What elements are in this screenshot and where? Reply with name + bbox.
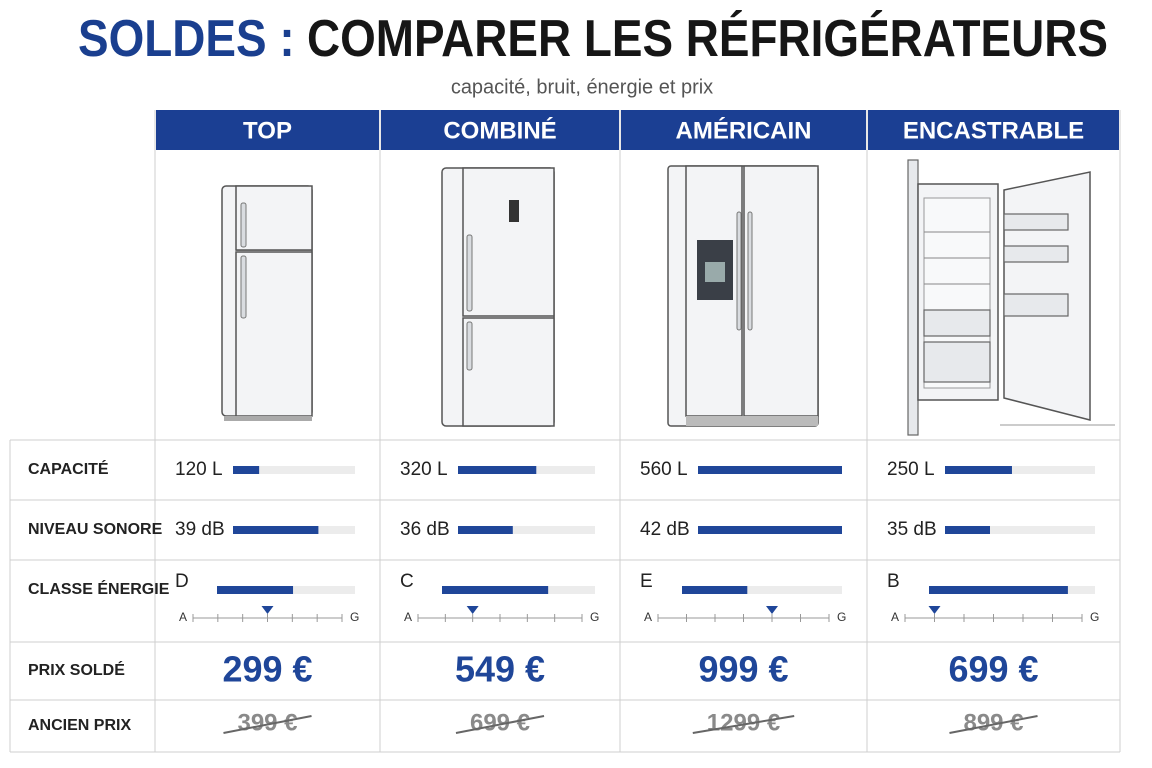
row-label: NIVEAU SONORE <box>28 521 163 538</box>
sale-price: 549 € <box>455 649 545 690</box>
scale-start: A <box>644 610 652 624</box>
energy-marker <box>766 606 778 614</box>
subtitle: capacité, bruit, énergie et prix <box>451 76 713 98</box>
energy-bar <box>929 586 1068 594</box>
capacity-bar <box>698 466 842 474</box>
strike-line <box>223 715 312 734</box>
column-header-bg <box>156 110 379 150</box>
bar-track <box>945 466 1095 474</box>
column-header-bg <box>381 110 619 150</box>
scale-end: G <box>837 610 846 624</box>
capacity-label: 120 L <box>175 459 223 480</box>
capacity-bar <box>945 466 1012 474</box>
old-price: 399 € <box>237 709 297 736</box>
noise-bar <box>945 526 990 534</box>
column-header: ENCASTRABLE <box>903 117 1084 144</box>
fridge-americain <box>667 165 819 427</box>
column-header-bg <box>868 110 1119 150</box>
column-header: AMÉRICAIN <box>676 116 812 144</box>
energy-bar <box>217 586 294 594</box>
scale-start: A <box>891 610 899 624</box>
energy-class: D <box>175 571 189 592</box>
row-label: ANCIEN PRIX <box>28 717 131 734</box>
noise-bar <box>233 526 319 534</box>
strike-line <box>455 715 545 734</box>
energy-bar <box>442 586 549 594</box>
energy-marker <box>466 606 479 614</box>
fridge-combine <box>441 167 555 427</box>
energy-bar <box>682 586 748 594</box>
noise-bar <box>698 526 842 534</box>
sale-price: 999 € <box>698 649 788 690</box>
energy-marker <box>261 606 274 614</box>
noise-label: 42 dB <box>640 519 690 540</box>
sale-price: 299 € <box>222 649 312 690</box>
fridge-encastrable <box>907 159 1115 436</box>
scale-start: A <box>404 610 412 624</box>
fridge-top <box>221 185 313 421</box>
energy-class: C <box>400 571 414 592</box>
title-highlight: SOLDES : <box>78 10 295 68</box>
title: SOLDES :COMPARER LES RÉFRIGÉRATEURS <box>78 10 1108 68</box>
capacity-bar <box>233 466 260 474</box>
sale-price: 699 € <box>948 649 1038 690</box>
column-header-bg <box>621 110 866 150</box>
noise-label: 39 dB <box>175 519 225 540</box>
capacity-bar <box>458 466 537 474</box>
column-header: TOP <box>243 117 292 144</box>
capacity-label: 560 L <box>640 459 688 480</box>
old-price: 699 € <box>470 709 530 736</box>
scale-start: A <box>179 610 187 624</box>
old-price: 899 € <box>963 709 1023 736</box>
strike-line <box>949 715 1038 734</box>
old-price: 1299 € <box>707 709 780 736</box>
noise-label: 35 dB <box>887 519 937 540</box>
title-main: COMPARER LES RÉFRIGÉRATEURS <box>307 10 1108 68</box>
scale-end: G <box>1090 610 1099 624</box>
row-label: CLASSE ÉNERGIE <box>28 579 170 598</box>
energy-marker <box>928 606 941 614</box>
scale-end: G <box>350 610 359 624</box>
strike-line <box>692 715 795 734</box>
energy-class: E <box>640 571 653 592</box>
row-label: PRIX SOLDÉ <box>28 660 125 679</box>
scale-end: G <box>590 610 599 624</box>
noise-label: 36 dB <box>400 519 450 540</box>
capacity-label: 250 L <box>887 459 935 480</box>
bar-track <box>458 526 595 534</box>
noise-bar <box>458 526 513 534</box>
bar-track <box>233 466 355 474</box>
capacity-label: 320 L <box>400 459 448 480</box>
energy-class: B <box>887 571 900 592</box>
column-header: COMBINÉ <box>443 116 556 144</box>
bar-track <box>682 586 842 594</box>
bar-track <box>945 526 1095 534</box>
row-label: CAPACITÉ <box>28 459 109 478</box>
